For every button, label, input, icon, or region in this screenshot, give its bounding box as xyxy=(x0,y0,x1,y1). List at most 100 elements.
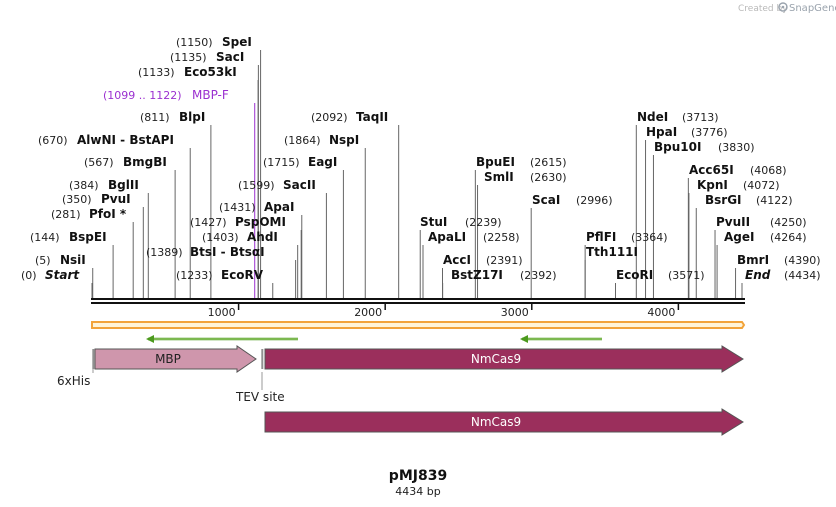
nmcas9-2-arrow[interactable] xyxy=(264,408,744,436)
left-arrow-head xyxy=(520,335,528,343)
site-pos: (1233) xyxy=(176,269,213,282)
backbone xyxy=(91,298,745,304)
left-arrow-head xyxy=(146,335,154,343)
site-name[interactable]: BlpI xyxy=(179,110,205,124)
axis-tick-label: 3000 xyxy=(501,306,529,319)
site-pos: (1135) xyxy=(170,51,207,64)
site-name[interactable]: BspEI xyxy=(69,230,107,244)
mbp-label: MBP xyxy=(155,352,181,366)
site-pos: (670) xyxy=(38,134,68,147)
site-pos: (811) xyxy=(140,111,170,124)
site-name[interactable]: SacI xyxy=(216,50,244,64)
site-pos: (3364) xyxy=(631,231,668,244)
site-pos: (2391) xyxy=(486,254,523,267)
site-pos: (2392) xyxy=(520,269,557,282)
nmcas9-arrow[interactable] xyxy=(264,345,744,373)
site-name[interactable]: BglII xyxy=(108,178,139,192)
feature-nmcas9-2[interactable]: NmCas9 xyxy=(264,408,744,436)
site-pos: (1864) xyxy=(284,134,321,147)
branding-prefix: Created by xyxy=(738,4,788,14)
nmcas9-2-label: NmCas9 xyxy=(471,415,521,429)
left-arrow-2[interactable] xyxy=(520,335,602,343)
site-pos: (4390) xyxy=(784,254,821,267)
his-tag-label: 6xHis xyxy=(57,374,90,388)
site-name[interactable]: PflFI xyxy=(586,230,616,244)
site-name[interactable]: NdeI xyxy=(637,110,668,124)
left-arrow-1[interactable] xyxy=(146,335,298,343)
site-pos: (567) xyxy=(84,156,114,169)
feature-nmcas9[interactable]: NmCas9 xyxy=(264,345,744,373)
site-name[interactable]: AgeI xyxy=(724,230,754,244)
site-name[interactable]: AccI xyxy=(443,253,471,267)
site-pos: (2092) xyxy=(311,111,348,124)
site-pos: (1599) xyxy=(238,179,275,192)
site-name[interactable]: EagI xyxy=(308,155,337,169)
site-pos: (1133) xyxy=(138,66,175,79)
site-name[interactable]: BpuEI xyxy=(476,155,515,169)
site-name[interactable]: NspI xyxy=(329,133,359,147)
site-pos: (4072) xyxy=(743,179,780,192)
site-pos: (2615) xyxy=(530,156,567,169)
plasmid-name: pMJ839 xyxy=(389,468,447,484)
site-name-end: End xyxy=(745,268,771,282)
site-name[interactable]: EcoRI xyxy=(616,268,653,282)
site-pos: (2239) xyxy=(465,216,502,229)
site-name[interactable]: StuI xyxy=(420,215,447,229)
orf-bar[interactable] xyxy=(91,321,746,329)
site-name[interactable]: Eco53kI xyxy=(184,65,237,79)
site-pos: (144) xyxy=(30,231,60,244)
site-pos: (1431) xyxy=(219,201,256,214)
site-pos: (0) xyxy=(21,269,37,282)
mbp-arrow[interactable] xyxy=(94,345,257,373)
site-pos: (1150) xyxy=(176,36,213,49)
site-name[interactable]: SmlI xyxy=(484,170,514,184)
site-name[interactable]: ApaI xyxy=(264,200,294,214)
tev-site-label: TEV site xyxy=(235,390,285,404)
orf-arrow[interactable] xyxy=(91,321,746,329)
site-name[interactable]: HpaI xyxy=(646,125,677,139)
feature-tev[interactable] xyxy=(261,349,264,369)
site-name[interactable]: PvuI xyxy=(101,192,131,206)
feature-mbp[interactable]: MBP xyxy=(94,345,257,373)
site-pos: (281) xyxy=(51,208,81,221)
site-pos: (4250) xyxy=(770,216,807,229)
site-name[interactable]: NsiI xyxy=(60,253,86,267)
primer-name[interactable]: MBP-F xyxy=(192,88,229,102)
site-name[interactable]: PvuII xyxy=(716,215,750,229)
site-name[interactable]: ApaLI xyxy=(428,230,466,244)
site-pos: (1427) xyxy=(190,216,227,229)
site-name[interactable]: BsrGI xyxy=(705,193,742,207)
site-pos: (350) xyxy=(62,193,92,206)
site-name-start: Start xyxy=(45,268,80,282)
site-name[interactable]: SacII xyxy=(283,178,316,192)
site-pos: (2258) xyxy=(483,231,520,244)
site-pos: (3571) xyxy=(668,269,705,282)
site-name[interactable]: BmrI xyxy=(737,253,769,267)
site-pos: (1403) xyxy=(202,231,239,244)
site-name[interactable]: AlwNI - BstAPI xyxy=(77,133,174,147)
site-name[interactable]: Tth111I xyxy=(586,245,638,259)
axis-tick-label: 1000 xyxy=(208,306,236,319)
site-name[interactable]: KpnI xyxy=(697,178,728,192)
site-name[interactable]: ScaI xyxy=(532,193,560,207)
feature-his-tag[interactable] xyxy=(92,349,95,369)
site-name[interactable]: PspOMI xyxy=(235,215,286,229)
site-name[interactable]: BstZ17I xyxy=(451,268,503,282)
site-name[interactable]: AhdI xyxy=(247,230,278,244)
nmcas9-label: NmCas9 xyxy=(471,352,521,366)
site-name[interactable]: TaqII xyxy=(356,110,388,124)
site-name[interactable]: PfoI * xyxy=(89,207,127,221)
site-name[interactable]: BmgBI xyxy=(123,155,167,169)
site-pos: (4434) xyxy=(784,269,821,282)
site-name[interactable]: EcoRV xyxy=(221,268,264,282)
site-pos: (4122) xyxy=(756,194,793,207)
axis-tick-label: 2000 xyxy=(354,306,382,319)
site-pos: (4264) xyxy=(770,231,807,244)
site-name[interactable]: BtsI - BtsαI xyxy=(190,245,265,259)
site-name[interactable]: Acc65I xyxy=(689,163,734,177)
axis-tick-label: 4000 xyxy=(647,306,675,319)
site-name[interactable]: Bpu10I xyxy=(654,140,701,154)
site-pos: (1389) xyxy=(146,246,183,259)
site-name[interactable]: SpeI xyxy=(222,35,252,49)
